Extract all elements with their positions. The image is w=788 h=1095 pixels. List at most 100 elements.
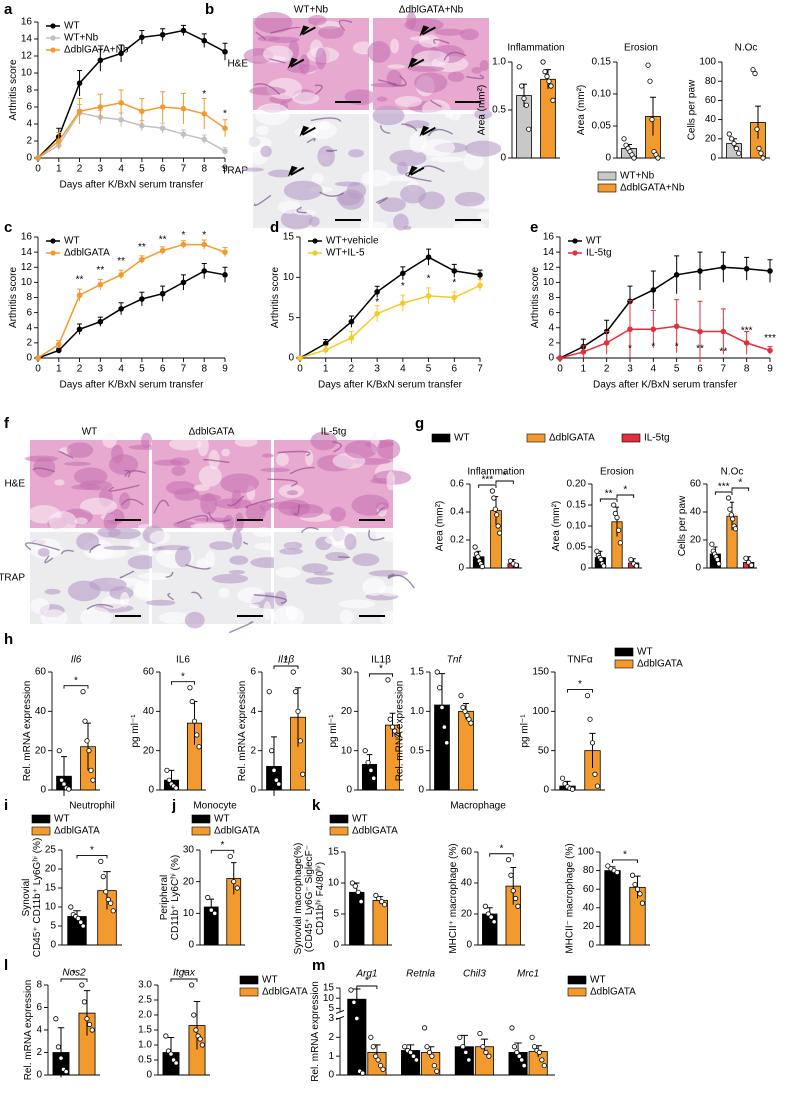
- data-dot: [205, 894, 211, 901]
- y-tick-label: 0: [50, 940, 56, 951]
- y-tick-label: 40: [35, 706, 47, 717]
- arrow-head: [419, 125, 430, 137]
- tissue-edge: [153, 499, 170, 514]
- significance-bracket: [63, 685, 89, 689]
- data-dot: [516, 1053, 522, 1059]
- data-dot: [523, 102, 529, 108]
- data-dot: [496, 530, 503, 536]
- y-tick-label: 0.5: [492, 105, 506, 116]
- tissue-region: [305, 449, 314, 467]
- y-tick-label: 1.0: [492, 57, 506, 68]
- data-dot: [655, 155, 661, 161]
- y-tick-label: 6: [26, 307, 32, 318]
- x-tick-label: 4: [400, 364, 406, 375]
- y-tick-label: 4: [548, 322, 554, 333]
- data-dot: [458, 692, 464, 699]
- data-dot: [494, 512, 500, 518]
- stain-edge: [306, 137, 316, 144]
- panel-label: d: [270, 219, 279, 236]
- data-dot: [199, 1042, 205, 1048]
- data-dot: [348, 987, 354, 993]
- data-point: [720, 264, 727, 271]
- chart-title: Itgax: [173, 968, 196, 979]
- category-label: Arg1: [355, 969, 377, 980]
- legend-swatch: [191, 814, 211, 824]
- row-label: TRAP: [221, 166, 248, 177]
- stain-region: [379, 197, 406, 213]
- stain-region: [308, 216, 320, 227]
- data-dot: [760, 155, 766, 161]
- data-dot: [434, 669, 440, 675]
- stain-region: [196, 557, 209, 570]
- significance-label: **: [605, 489, 613, 500]
- tissue-region: [310, 431, 338, 451]
- x-tick-label: 2: [604, 364, 610, 375]
- x-tick-label: 9: [222, 164, 228, 175]
- data-point: [201, 111, 208, 117]
- data-point: [477, 272, 483, 278]
- data-dot: [637, 891, 643, 897]
- y-tick-label: 100: [532, 706, 549, 717]
- annotation: **: [117, 256, 125, 267]
- legend-swatch: [614, 647, 634, 657]
- data-dot: [351, 999, 357, 1005]
- stain-region: [260, 145, 272, 158]
- legend-label: ΔdblGATA+Nb: [620, 183, 685, 194]
- y-tick-label: 60: [705, 95, 717, 106]
- tissue-region: [276, 452, 289, 467]
- y-tick-label: 20: [690, 535, 702, 546]
- y-tick-label: 10: [543, 277, 555, 288]
- y-tick-label: 2.0: [138, 1010, 152, 1021]
- tissue-region: [406, 11, 417, 30]
- legend-label: WT: [64, 236, 80, 247]
- tissue-region: [317, 26, 344, 39]
- y-tick-label: 6: [250, 667, 256, 678]
- tissue-edge: [378, 79, 397, 85]
- x-tick-label: 8: [201, 164, 207, 175]
- stain-region: [241, 167, 265, 172]
- y-tick-label: 0: [500, 153, 506, 164]
- y-tick-label: 1.5: [410, 667, 424, 678]
- data-dot: [589, 740, 596, 746]
- data-dot: [194, 732, 200, 738]
- data-point: [55, 347, 62, 354]
- stain-region: [463, 152, 484, 171]
- stain-region: [254, 103, 290, 126]
- data-dot: [472, 544, 478, 550]
- annotation: *: [651, 341, 655, 352]
- y-tick-label: 40: [143, 706, 155, 717]
- series-line: [37, 29, 226, 159]
- chart-title: Nos2: [62, 968, 86, 979]
- stain-edge: [253, 594, 287, 605]
- stain-edge: [243, 541, 249, 545]
- tissue-region: [376, 439, 401, 460]
- stain-region: [263, 601, 272, 621]
- data-dot: [197, 1036, 203, 1042]
- significance-label: *: [623, 485, 627, 496]
- data-dot: [78, 919, 84, 925]
- data-dot: [491, 919, 497, 925]
- data-dot: [434, 1068, 440, 1074]
- y-tick-label: 5: [288, 312, 294, 323]
- tissue-region: [254, 11, 293, 34]
- annotation: *: [452, 278, 456, 289]
- y-tick-label: 0: [710, 153, 716, 164]
- x-axis-label: Days after K/BxN serum transfer: [318, 380, 463, 391]
- tissue-region: [196, 494, 222, 502]
- data-dot: [594, 783, 601, 789]
- data-dot: [731, 141, 737, 147]
- arrow-head: [299, 125, 310, 137]
- data-dot: [480, 1044, 486, 1050]
- data-point: [322, 340, 329, 347]
- data-dot: [53, 1016, 59, 1022]
- legend-label: WT: [590, 975, 606, 986]
- legend-label: WT: [586, 236, 602, 247]
- data-dot: [355, 889, 361, 895]
- y-tick-label: 2: [26, 338, 32, 349]
- tissue-edge: [124, 470, 146, 478]
- stain-edge: [119, 570, 135, 579]
- data-dot: [756, 145, 762, 151]
- data-point: [650, 326, 657, 333]
- panel-title: Macrophage: [450, 801, 506, 812]
- data-point: [118, 306, 124, 312]
